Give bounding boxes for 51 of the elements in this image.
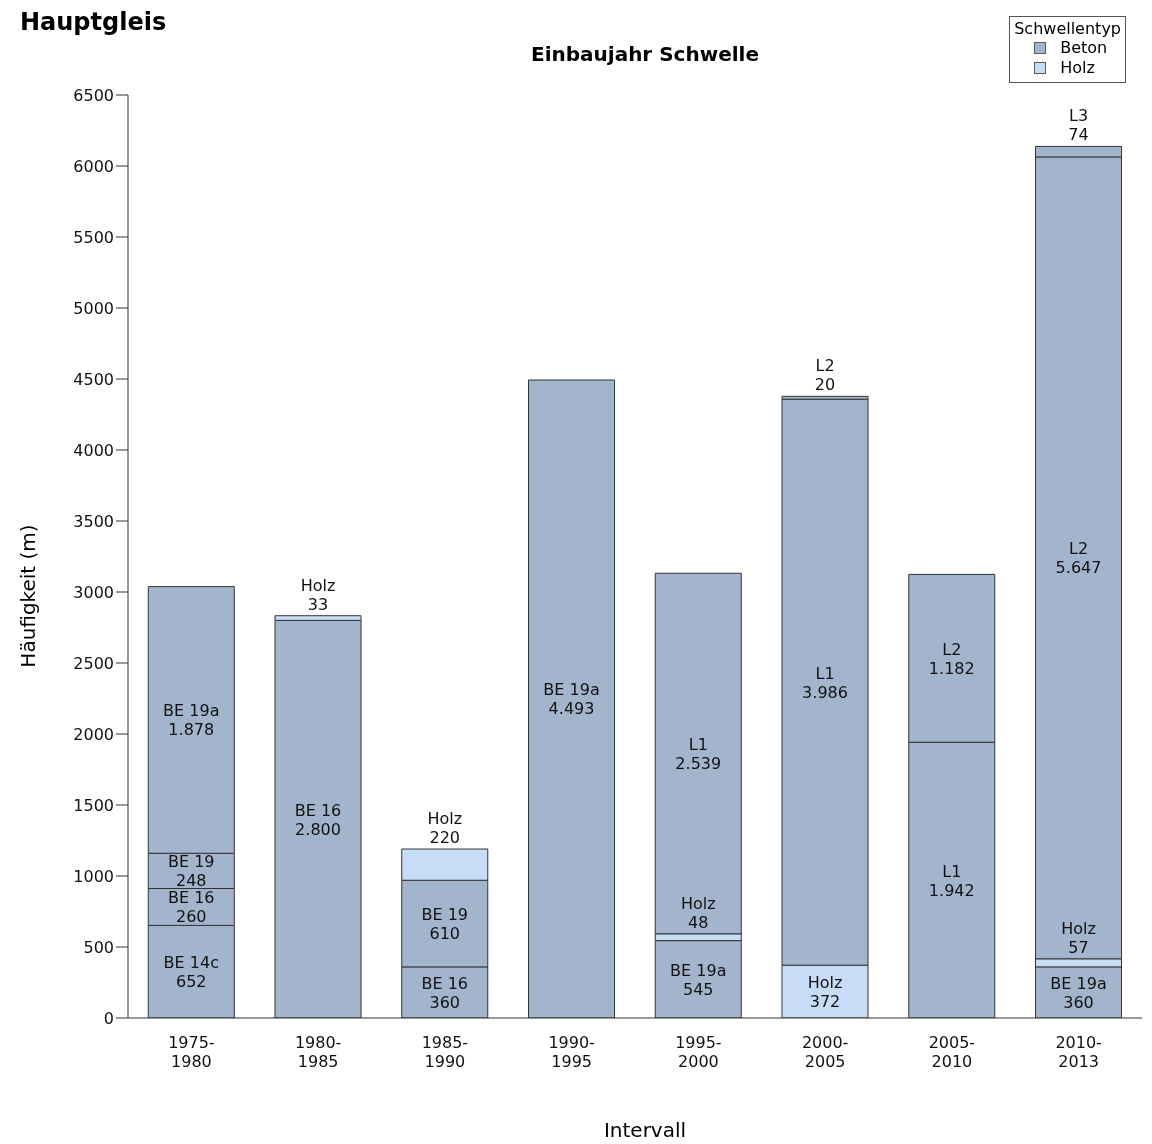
data-label: L2 1.182 <box>928 639 975 678</box>
chart-title: Hauptgleis <box>20 8 167 36</box>
data-label: BE 19a 4.493 <box>543 680 600 719</box>
data-label: BE 19a 1.878 <box>163 701 220 740</box>
data-label: BE 19a 360 <box>1050 973 1107 1012</box>
y-tick-label: 1000 <box>73 866 114 886</box>
data-label: BE 16 260 <box>168 888 215 927</box>
x-tick-label: 1990-1995 <box>548 1033 595 1071</box>
data-label: Holz 48 <box>680 893 716 932</box>
y-axis-title: Häufigkeit (m) <box>16 523 40 670</box>
data-label: L3 74 <box>1068 106 1089 145</box>
data-label: BE 16 2.800 <box>294 800 342 839</box>
y-tick-label: 4000 <box>73 440 114 460</box>
data-label: BE 19 610 <box>421 905 469 944</box>
data-label: Holz 57 <box>1061 918 1096 957</box>
chart-subtitle: Einbaujahr Schwelle <box>530 42 760 66</box>
y-tick-label: 6000 <box>73 156 114 176</box>
x-tick-label: 2000-2005 <box>801 1033 849 1071</box>
y-tick-label: 1500 <box>73 795 114 815</box>
data-label: BE 19 248 <box>168 852 215 891</box>
x-tick-label: 1980-1985 <box>294 1033 342 1071</box>
y-tick-label: 4500 <box>73 369 114 389</box>
y-tick-label: 5000 <box>73 298 114 318</box>
data-label: L2 20 <box>814 356 836 395</box>
data-label: BE 19a 545 <box>670 960 727 999</box>
x-tick-label: 1985-1990 <box>421 1033 469 1071</box>
x-tick-label: 1995-2000 <box>675 1033 722 1071</box>
x-tick-label: 2010-2013 <box>1055 1033 1102 1071</box>
data-label: Holz 220 <box>427 809 463 848</box>
data-label: BE 16 360 <box>421 973 469 1012</box>
data-label: Holz 33 <box>300 575 336 614</box>
y-tick-label: 500 <box>83 937 114 957</box>
y-tick-label: 3000 <box>73 582 114 602</box>
y-tick-label: 2000 <box>73 724 114 744</box>
y-tick-label: 0 <box>103 1008 114 1028</box>
y-tick-label: 5500 <box>73 227 114 247</box>
x-tick-label: 1975-1980 <box>168 1033 215 1071</box>
data-label: L1 1.942 <box>928 861 975 900</box>
data-label: L2 5.647 <box>1055 539 1102 578</box>
y-tick-label: 2500 <box>73 653 114 673</box>
x-axis-title: Intervall <box>602 1118 688 1142</box>
legend-label: Holz <box>1060 58 1095 78</box>
data-label: BE 14c 652 <box>163 953 219 992</box>
legend-title: Schwellentyp <box>1014 19 1121 38</box>
y-tick-label: 3500 <box>73 511 114 531</box>
y-tick-label: 6500 <box>73 85 114 105</box>
data-label: L1 2.539 <box>675 735 722 774</box>
data-label: Holz 372 <box>807 973 843 1012</box>
x-tick-label: 2005-2010 <box>928 1033 976 1071</box>
legend-label: Beton <box>1060 38 1108 58</box>
data-label: L1 3.986 <box>802 663 848 702</box>
